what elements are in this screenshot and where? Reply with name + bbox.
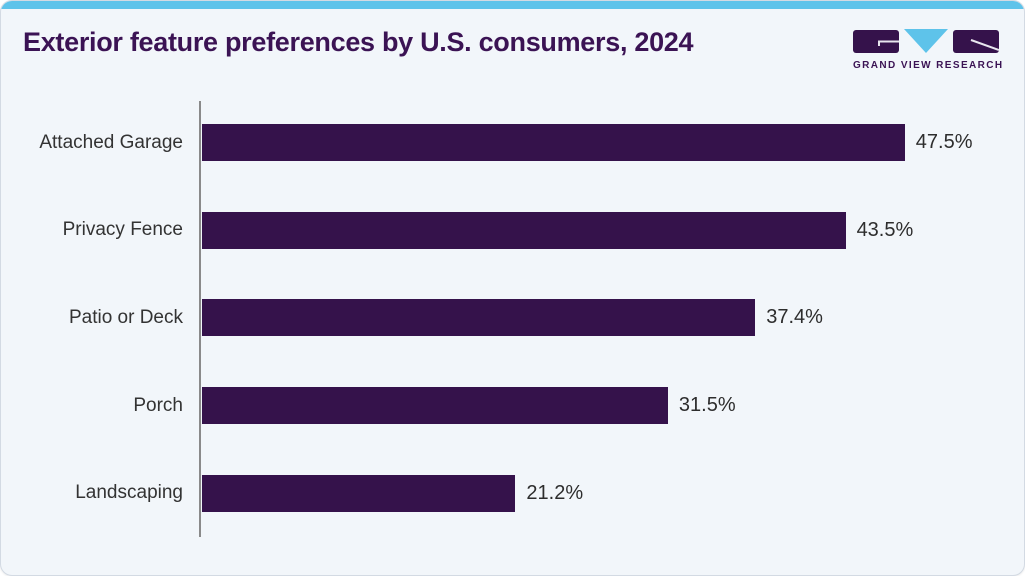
bar-row: Patio or Deck 37.4% (1, 274, 1004, 362)
bar (201, 299, 756, 337)
bar (201, 211, 846, 249)
value-label: 37.4% (766, 306, 823, 329)
value-label: 47.5% (915, 131, 973, 154)
bar-chart: Attached Garage 47.5% Privacy Fence 43.5% Pa… (1, 99, 1004, 537)
top-accent-bar (1, 1, 1024, 9)
bar-track: 47.5% (201, 99, 1005, 187)
gvr-logo: GRAND VIEW RESEARCH (853, 29, 1004, 71)
bar-chart-rows: Attached Garage 47.5% Privacy Fence 43.5% Pa… (1, 99, 1004, 537)
bar-row: Attached Garage 47.5% (1, 99, 1004, 187)
value-label: 31.5% (678, 394, 736, 417)
value-label: 43.5% (856, 218, 914, 241)
bar (201, 474, 516, 512)
value-label: 21.2% (526, 481, 584, 504)
category-label: Porch (133, 394, 183, 416)
category-label: Patio or Deck (68, 306, 183, 328)
chart-title: Exterior feature preferences by U.S. con… (23, 27, 694, 57)
y-axis-line (199, 101, 201, 537)
category-label: Attached Garage (39, 131, 183, 153)
bar-row: Landscaping 21.2% (1, 449, 1004, 537)
bar (201, 387, 668, 425)
gvr-logo-g-icon (853, 29, 899, 53)
bar (201, 124, 905, 162)
gvr-logo-marks (853, 29, 999, 53)
gvr-logo-r-icon (953, 29, 999, 53)
gvr-logo-v-icon (904, 29, 948, 53)
bar-row: Privacy Fence 43.5% (1, 187, 1004, 275)
bar-row: Porch 31.5% (1, 362, 1004, 450)
bar-track: 31.5% (201, 362, 1005, 450)
bar-track: 43.5% (201, 187, 1005, 275)
category-label: Landscaping (75, 482, 183, 504)
gvr-logo-text: GRAND VIEW RESEARCH (853, 60, 1004, 71)
bar-track: 21.2% (201, 449, 1005, 537)
category-label: Privacy Fence (62, 219, 183, 241)
bar-track: 37.4% (201, 274, 1005, 362)
